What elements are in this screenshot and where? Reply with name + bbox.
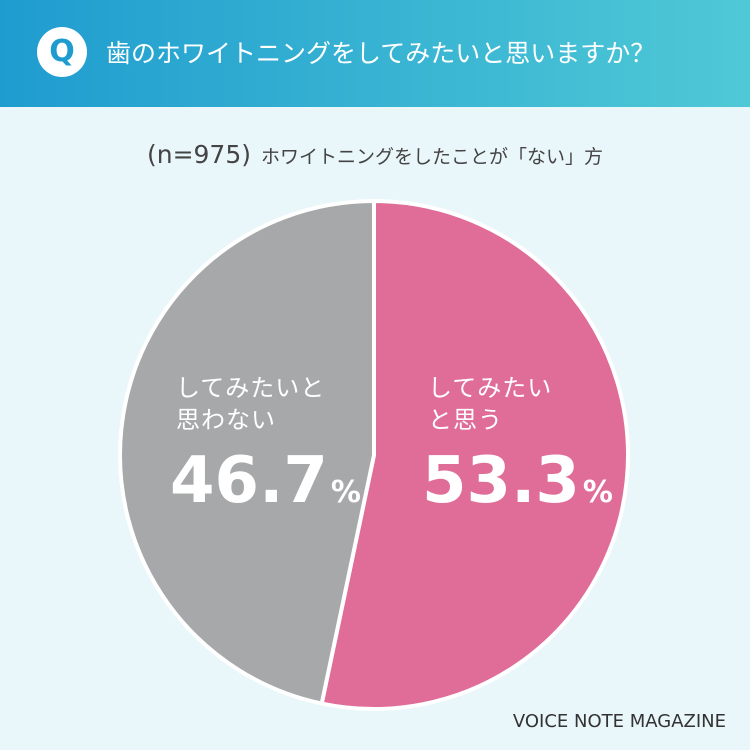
subtitle-text: ホワイトニングをしたことが「ない」方 (261, 146, 604, 168)
q-badge: Q (37, 27, 87, 77)
value-label: 46.7% (170, 444, 361, 518)
header: Q 歯のホワイトニングをしてみたいと思いますか？ (0, 0, 750, 107)
value-number: 53.3 (422, 444, 580, 518)
value-unit: % (582, 475, 613, 510)
sample-size: (n=975) (146, 140, 251, 169)
value-unit: % (330, 475, 361, 510)
slice-label: してみたいと 思わない (176, 374, 326, 434)
subtitle: (n=975) ホワイトニングをしたことが「ない」方 (0, 140, 750, 169)
value-number: 46.7 (170, 444, 328, 518)
pie-slice (319, 198, 630, 711)
slice-label: してみたい と思う (428, 374, 553, 434)
value-label: 53.3% (422, 444, 613, 518)
chart-title: 歯のホワイトニングをしてみたいと思いますか？ (106, 39, 656, 68)
footer: VOICE NOTE MAGAZINE (512, 711, 726, 732)
pie-slice (118, 198, 376, 706)
